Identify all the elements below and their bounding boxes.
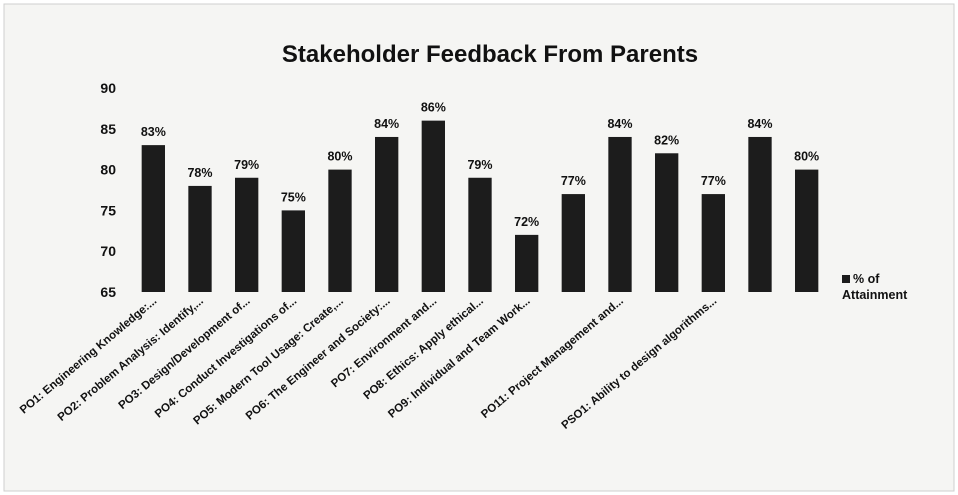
y-tick-label: 70: [100, 243, 116, 259]
chart-title: Stakeholder Feedback From Parents: [282, 41, 698, 68]
legend-swatch: [842, 275, 850, 283]
data-label: 83%: [141, 125, 166, 139]
bar: [281, 210, 305, 292]
bar: [468, 177, 492, 292]
data-label: 80%: [794, 150, 819, 164]
bar: [701, 194, 725, 292]
data-label: 84%: [607, 117, 632, 131]
bar: [655, 153, 679, 292]
bar: [561, 194, 585, 292]
legend-label: % of Attainment: [842, 272, 908, 302]
data-label: 84%: [374, 117, 399, 131]
bar: [328, 169, 352, 292]
legend-label-line: % of: [853, 272, 880, 286]
data-label: 78%: [187, 166, 212, 180]
bar: [515, 234, 539, 292]
y-tick-label: 85: [100, 121, 116, 137]
legend-label-line: Attainment: [842, 288, 908, 302]
bar: [748, 136, 772, 292]
bar: [188, 185, 212, 292]
data-label: 75%: [281, 190, 306, 204]
y-tick-label: 75: [100, 202, 116, 218]
data-label: 77%: [561, 174, 586, 188]
bar: [795, 169, 819, 292]
bar: [141, 145, 165, 292]
data-label: 82%: [654, 133, 679, 147]
y-tick-label: 65: [100, 284, 116, 300]
bar: [375, 136, 399, 292]
bar: [608, 136, 632, 292]
data-label: 84%: [747, 117, 772, 131]
data-label: 79%: [467, 158, 492, 172]
data-label: 72%: [514, 215, 539, 229]
y-tick-label: 80: [100, 162, 116, 178]
data-label: 80%: [327, 150, 352, 164]
bar: [421, 120, 445, 292]
bar: [235, 177, 259, 292]
y-tick-label: 90: [100, 80, 116, 96]
data-label: 77%: [701, 174, 726, 188]
data-label: 86%: [421, 101, 446, 115]
data-label: 79%: [234, 158, 259, 172]
